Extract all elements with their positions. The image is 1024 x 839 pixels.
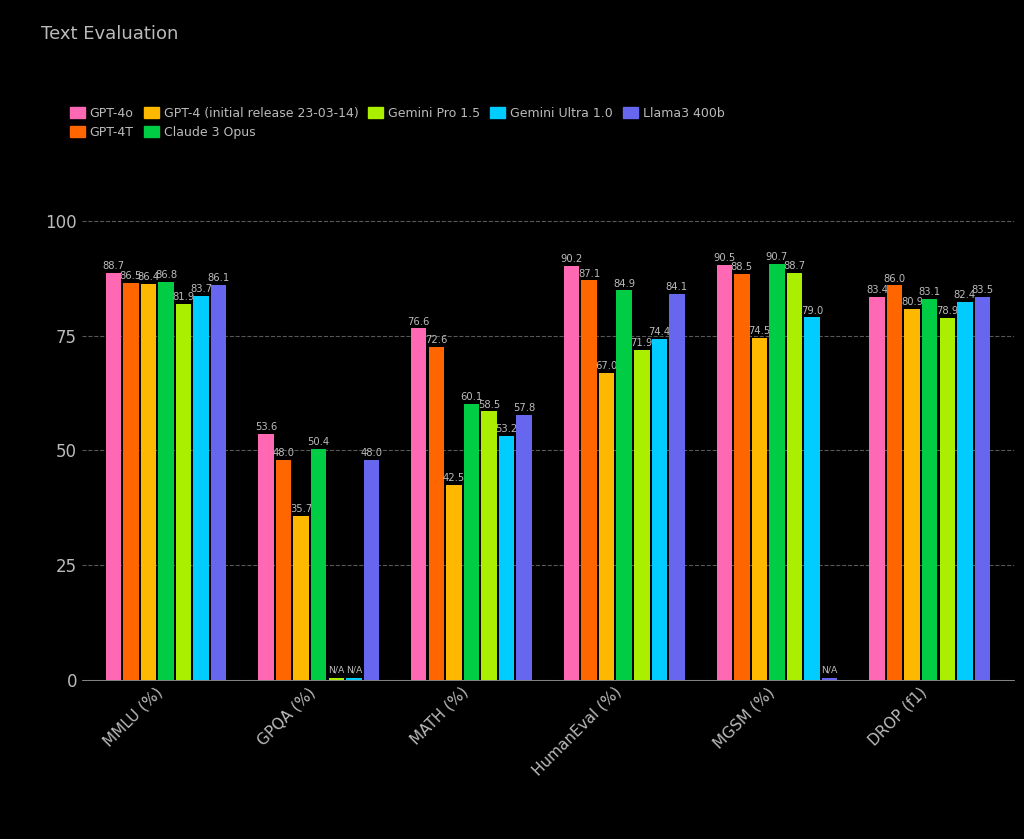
Text: 35.7: 35.7 bbox=[290, 504, 312, 514]
Text: 84.1: 84.1 bbox=[666, 282, 688, 292]
Text: 74.4: 74.4 bbox=[648, 326, 671, 336]
Text: 86.5: 86.5 bbox=[120, 271, 142, 281]
Bar bbox=[786, 273, 802, 680]
Bar bbox=[922, 299, 937, 680]
Bar bbox=[311, 449, 327, 680]
Bar bbox=[805, 317, 820, 680]
Text: 83.7: 83.7 bbox=[190, 284, 212, 294]
Text: 83.5: 83.5 bbox=[972, 285, 993, 295]
Bar bbox=[516, 414, 531, 680]
Bar bbox=[769, 264, 784, 680]
Bar bbox=[294, 516, 309, 680]
Text: 82.4: 82.4 bbox=[953, 290, 976, 300]
Text: 72.6: 72.6 bbox=[425, 335, 447, 345]
Bar bbox=[429, 347, 444, 680]
Bar bbox=[176, 305, 191, 680]
Text: 84.9: 84.9 bbox=[613, 279, 635, 289]
Text: 48.0: 48.0 bbox=[360, 448, 382, 458]
Bar bbox=[887, 285, 902, 680]
Bar bbox=[123, 283, 138, 680]
Text: 88.7: 88.7 bbox=[102, 261, 124, 271]
Legend: GPT-4o, GPT-4T, GPT-4 (initial release 23-03-14), Claude 3 Opus, Gemini Pro 1.5,: GPT-4o, GPT-4T, GPT-4 (initial release 2… bbox=[70, 107, 725, 139]
Text: 83.1: 83.1 bbox=[919, 287, 941, 297]
Bar bbox=[364, 460, 379, 680]
Bar bbox=[651, 339, 667, 680]
Text: 58.5: 58.5 bbox=[478, 399, 500, 409]
Text: 86.1: 86.1 bbox=[208, 274, 229, 283]
Text: 86.8: 86.8 bbox=[155, 270, 177, 280]
Bar bbox=[159, 282, 174, 680]
Bar bbox=[258, 434, 273, 680]
Bar bbox=[869, 297, 885, 680]
Text: N/A: N/A bbox=[821, 665, 838, 674]
Bar bbox=[499, 435, 514, 680]
Bar bbox=[599, 373, 614, 680]
Text: Text Evaluation: Text Evaluation bbox=[41, 25, 178, 43]
Bar bbox=[329, 678, 344, 680]
Bar bbox=[564, 266, 580, 680]
Bar bbox=[481, 411, 497, 680]
Bar bbox=[464, 404, 479, 680]
Text: 87.1: 87.1 bbox=[578, 268, 600, 279]
Text: 42.5: 42.5 bbox=[442, 473, 465, 483]
Bar bbox=[411, 329, 426, 680]
Bar bbox=[105, 273, 121, 680]
Bar bbox=[975, 297, 990, 680]
Text: 48.0: 48.0 bbox=[272, 448, 295, 458]
Text: 86.4: 86.4 bbox=[137, 272, 160, 282]
Bar bbox=[717, 265, 732, 680]
Text: 60.1: 60.1 bbox=[461, 393, 482, 402]
Text: 53.2: 53.2 bbox=[496, 424, 518, 434]
Bar bbox=[140, 284, 156, 680]
Text: 67.0: 67.0 bbox=[596, 361, 617, 371]
Text: 83.4: 83.4 bbox=[866, 285, 888, 295]
Text: 74.5: 74.5 bbox=[749, 326, 770, 336]
Text: 90.2: 90.2 bbox=[560, 254, 583, 264]
Bar bbox=[634, 350, 649, 680]
Text: 71.9: 71.9 bbox=[631, 338, 653, 348]
Bar bbox=[822, 678, 838, 680]
Bar bbox=[275, 460, 291, 680]
Bar bbox=[616, 290, 632, 680]
Bar bbox=[904, 309, 920, 680]
Text: 90.7: 90.7 bbox=[766, 252, 788, 262]
Text: 78.9: 78.9 bbox=[936, 306, 958, 316]
Text: 76.6: 76.6 bbox=[408, 316, 430, 326]
Text: 88.5: 88.5 bbox=[731, 262, 753, 272]
Text: 50.4: 50.4 bbox=[307, 437, 330, 446]
Bar bbox=[734, 274, 750, 680]
Bar bbox=[752, 338, 767, 680]
Bar bbox=[957, 302, 973, 680]
Text: N/A: N/A bbox=[346, 665, 362, 674]
Text: 81.9: 81.9 bbox=[172, 292, 195, 302]
Text: 57.8: 57.8 bbox=[513, 403, 536, 413]
Bar bbox=[582, 280, 597, 680]
Text: 53.6: 53.6 bbox=[255, 422, 278, 432]
Text: 90.5: 90.5 bbox=[713, 253, 735, 263]
Bar bbox=[194, 296, 209, 680]
Bar bbox=[346, 678, 361, 680]
Text: 79.0: 79.0 bbox=[801, 305, 823, 315]
Text: 88.7: 88.7 bbox=[783, 261, 806, 271]
Text: 86.0: 86.0 bbox=[884, 274, 905, 284]
Bar bbox=[670, 294, 685, 680]
Bar bbox=[446, 485, 462, 680]
Text: 80.9: 80.9 bbox=[901, 297, 924, 307]
Bar bbox=[211, 285, 226, 680]
Text: N/A: N/A bbox=[328, 665, 344, 674]
Bar bbox=[940, 318, 955, 680]
